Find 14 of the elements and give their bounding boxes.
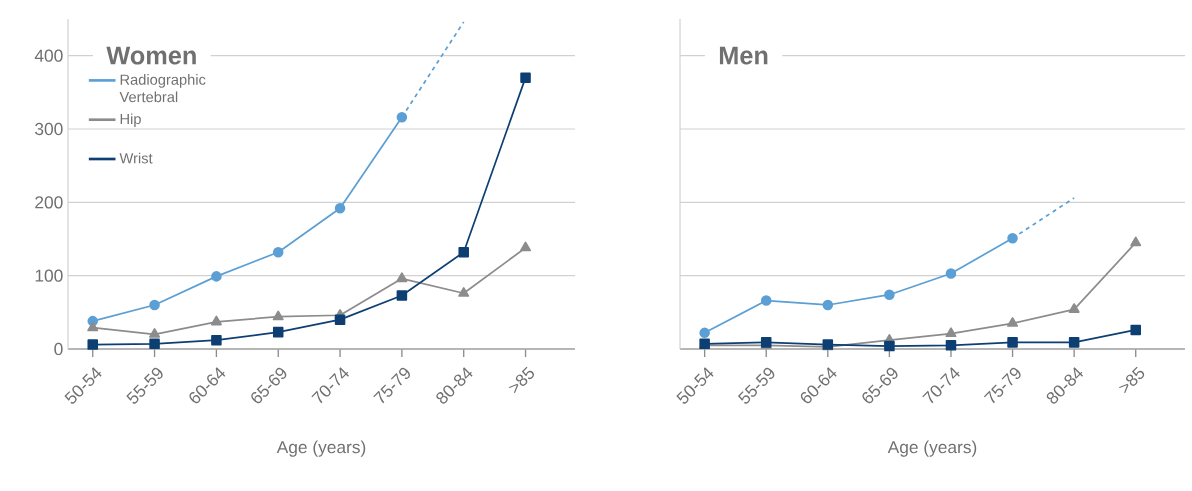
y-tick-label: 400 — [34, 49, 63, 62]
y-tick-label: 0 — [54, 342, 63, 356]
x-axis-title: Age (years) — [276, 440, 366, 457]
text: Men — [719, 46, 768, 65]
y-tick-label: 300 — [35, 122, 63, 136]
y-tick-label: 100 — [35, 269, 63, 282]
legend-label: Wrist — [119, 152, 153, 164]
x-tick-label: >85 — [508, 366, 535, 394]
text: Women — [106, 46, 196, 65]
legend-label: Hip — [120, 113, 141, 128]
legend-label: Radiographic Vertebral — [119, 74, 206, 103]
x-axis-title: Age (years) — [887, 440, 977, 457]
x-tick-label: >85 — [1118, 366, 1145, 394]
y-tick-label: 200 — [35, 196, 63, 209]
